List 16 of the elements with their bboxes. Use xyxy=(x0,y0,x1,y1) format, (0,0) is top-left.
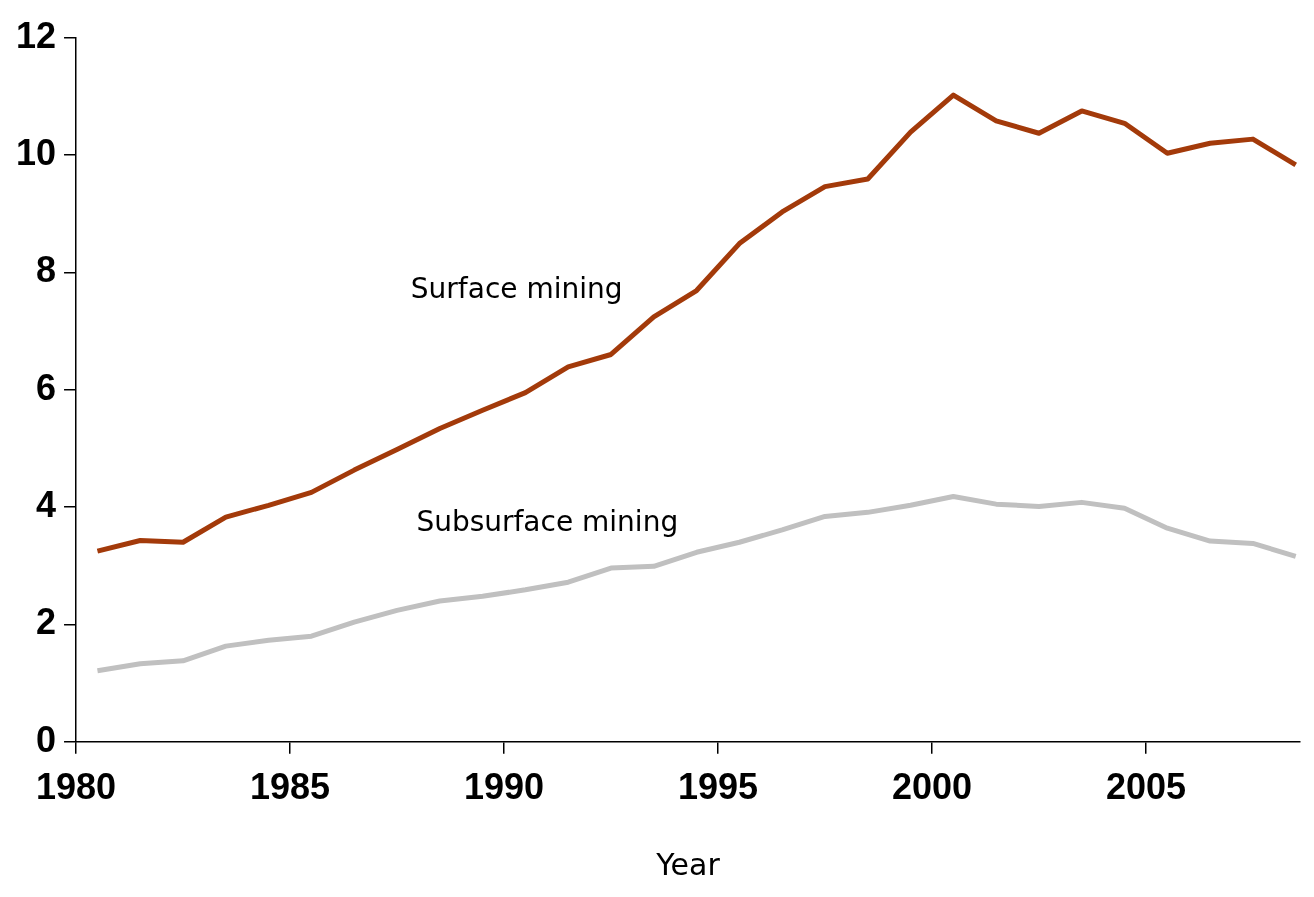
series-label: Surface mining xyxy=(410,272,623,306)
y-tick-label: 0 xyxy=(36,718,57,760)
y-tick-label: 6 xyxy=(36,366,57,408)
x-tick-label: 2005 xyxy=(1105,766,1186,808)
y-tick-label: 4 xyxy=(36,483,57,525)
x-tick-label: 2000 xyxy=(891,766,972,808)
x-tick-label: 1980 xyxy=(36,766,117,808)
y-tick-label: 12 xyxy=(16,14,57,56)
y-tick-label: 10 xyxy=(16,131,57,173)
y-tick-label: 8 xyxy=(36,249,57,291)
x-tick-label: 1995 xyxy=(677,766,759,808)
x-axis-title: Year xyxy=(655,846,721,882)
x-tick-label: 1990 xyxy=(463,766,545,808)
y-tick-label: 2 xyxy=(36,601,57,643)
series-label: Subsurface mining xyxy=(416,504,679,538)
x-tick-label: 1985 xyxy=(249,766,331,808)
